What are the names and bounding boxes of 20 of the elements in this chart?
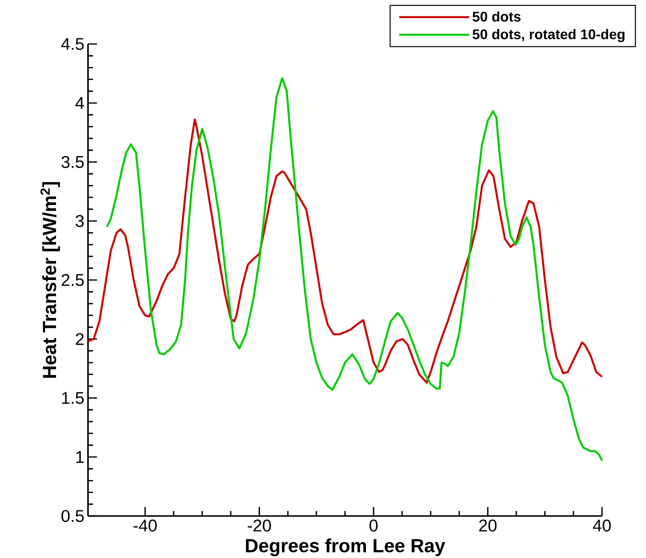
y-tick-label: 2	[76, 333, 84, 345]
y-tick-label: 3.5	[61, 156, 84, 168]
y-tick-label: 1	[76, 451, 84, 463]
legend-label: 50 dots	[472, 11, 521, 22]
x-tick-label: -20	[248, 520, 271, 532]
x-tick-label: -40	[134, 520, 157, 532]
y-tick-label: 0.5	[61, 510, 84, 522]
x-axis-title: Degrees from Lee Ray	[246, 538, 446, 556]
y-axis-title: Heat Transfer [kW/m$^{2}$]	[40, 182, 60, 378]
y-tick-label: 4.5	[61, 38, 84, 50]
y-tick-label: 4	[75, 97, 84, 109]
x-tick-label: 20	[479, 520, 497, 532]
x-tick-label: 40	[592, 520, 611, 532]
line-series	[87, 118, 603, 384]
line-series	[106, 77, 603, 462]
y-tick-label: 3	[76, 214, 84, 228]
y-tick-label: 2.5	[62, 274, 84, 286]
y-tick-label: 1.5	[62, 392, 84, 404]
x-tick-label: 0	[369, 520, 378, 532]
legend-label: 50 dots, rotated 10-deg	[472, 28, 624, 42]
